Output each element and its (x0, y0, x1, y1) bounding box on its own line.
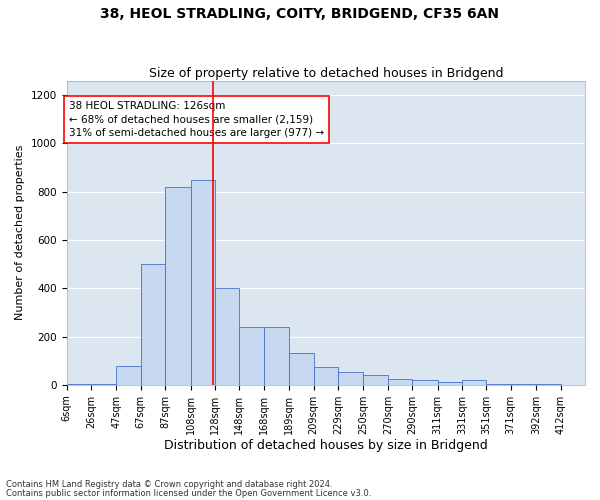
X-axis label: Distribution of detached houses by size in Bridgend: Distribution of detached houses by size … (164, 440, 488, 452)
Bar (314, 366, 338, 385)
Bar (116, 366, 141, 385)
Bar (412, 380, 438, 385)
Text: 38, HEOL STRADLING, COITY, BRIDGEND, CF35 6AN: 38, HEOL STRADLING, COITY, BRIDGEND, CF3… (101, 8, 499, 22)
Text: 38 HEOL STRADLING: 126sqm
← 68% of detached houses are smaller (2,159)
31% of se: 38 HEOL STRADLING: 126sqm ← 68% of detac… (69, 101, 324, 138)
Bar (364, 375, 388, 385)
Bar (338, 372, 364, 385)
Bar (91, 384, 116, 385)
Bar (462, 380, 487, 385)
Bar (165, 187, 191, 385)
Bar (388, 379, 412, 385)
Title: Size of property relative to detached houses in Bridgend: Size of property relative to detached ho… (149, 66, 503, 80)
Bar (289, 354, 314, 385)
Bar (191, 180, 215, 385)
Bar (438, 382, 462, 385)
Text: Contains HM Land Registry data © Crown copyright and database right 2024.: Contains HM Land Registry data © Crown c… (6, 480, 332, 489)
Bar (67, 384, 91, 385)
Y-axis label: Number of detached properties: Number of detached properties (15, 145, 25, 320)
Bar (141, 264, 165, 385)
Bar (239, 327, 263, 385)
Bar (487, 384, 511, 385)
Text: Contains public sector information licensed under the Open Government Licence v3: Contains public sector information licen… (6, 488, 371, 498)
Bar (215, 288, 239, 385)
Bar (511, 384, 536, 385)
Bar (263, 327, 289, 385)
